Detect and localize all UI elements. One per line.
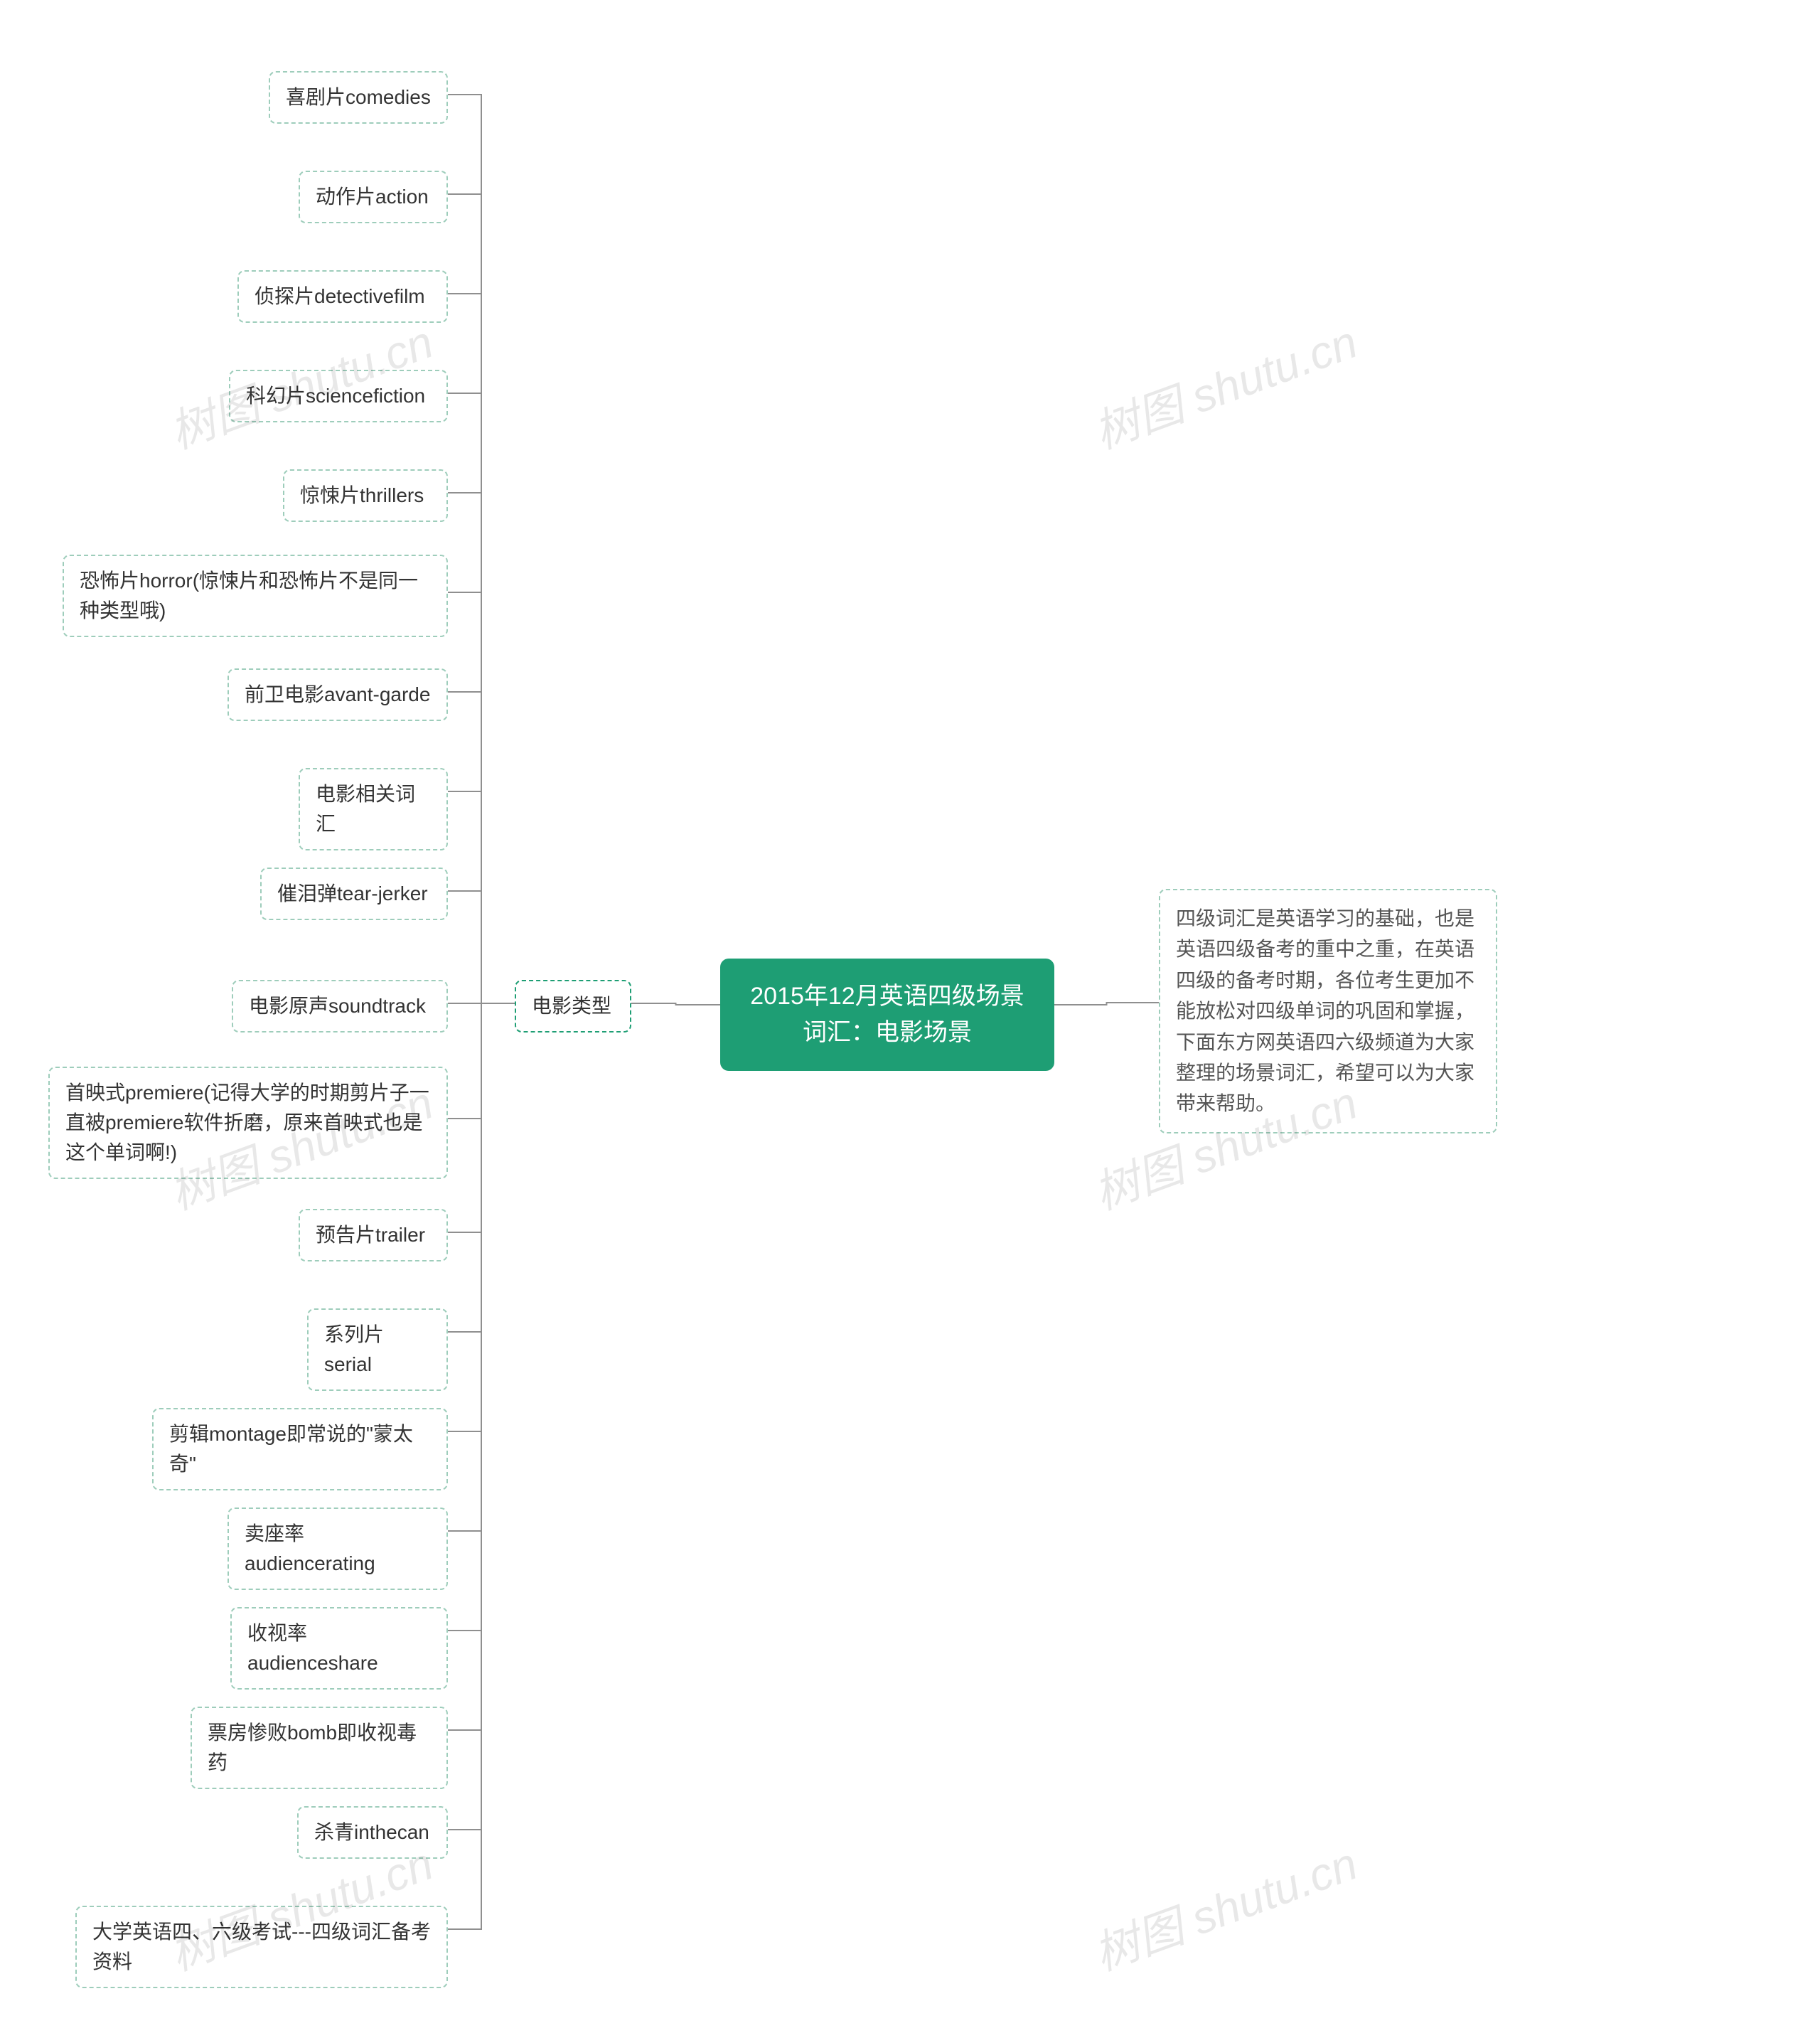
leaf-node: 惊悚片thrillers xyxy=(283,469,448,522)
leaf-label: 电影相关词汇 xyxy=(316,783,415,835)
leaf-label: 侦探片detectivefilm xyxy=(255,285,425,307)
watermark: 树图 shutu.cn xyxy=(1083,306,1365,461)
leaf-label: 预告片trailer xyxy=(316,1224,425,1246)
leaf-node: 动作片action xyxy=(299,171,448,223)
leaf-node: 催泪弹tear-jerker xyxy=(260,868,448,920)
leaf-label: 前卫电影avant-garde xyxy=(245,683,430,705)
leaf-node: 电影原声soundtrack xyxy=(232,980,448,1032)
leaf-label: 卖座率audiencerating xyxy=(245,1522,375,1574)
leaf-label: 恐怖片horror(惊悚片和恐怖片不是同一种类型哦) xyxy=(80,570,418,621)
leaf-node: 科幻片sciencefiction xyxy=(229,370,448,422)
leaf-node: 电影相关词汇 xyxy=(299,768,448,850)
leaf-label: 杀青inthecan xyxy=(314,1821,429,1843)
description-text: 四级词汇是英语学习的基础，也是英语四级备考的重中之重，在英语四级的备考时期，各位… xyxy=(1176,907,1474,1114)
leaf-node: 侦探片detectivefilm xyxy=(237,270,448,323)
leaf-node: 预告片trailer xyxy=(299,1209,448,1261)
branch-label: 电影类型 xyxy=(532,995,611,1017)
leaf-label: 电影原声soundtrack xyxy=(249,995,426,1017)
leaf-label: 大学英语四、六级考试---四级词汇备考资料 xyxy=(92,1921,431,1973)
leaf-node: 票房惨败bomb即收视毒药 xyxy=(191,1707,448,1789)
leaf-node: 首映式premiere(记得大学的时期剪片子一直被premiere软件折磨，原来… xyxy=(48,1067,448,1179)
leaf-label: 科幻片sciencefiction xyxy=(246,385,425,407)
leaf-label: 票房惨败bomb即收视毒药 xyxy=(208,1722,417,1773)
branch-movie-types: 电影类型 xyxy=(515,980,631,1032)
leaf-label: 剪辑montage即常说的"蒙太奇" xyxy=(169,1423,413,1475)
root-line1: 2015年12月英语四级场景 xyxy=(750,983,1024,1010)
leaf-node: 恐怖片horror(惊悚片和恐怖片不是同一种类型哦) xyxy=(63,555,448,637)
leaf-label: 惊悚片thrillers xyxy=(300,484,424,506)
leaf-node: 系列片serial xyxy=(307,1308,448,1391)
leaf-node: 收视率audienceshare xyxy=(230,1607,448,1690)
leaf-node: 杀青inthecan xyxy=(297,1806,448,1859)
leaf-label: 喜剧片comedies xyxy=(286,86,431,108)
mindmap-root: 2015年12月英语四级场景 词汇：电影场景 xyxy=(720,959,1054,1071)
leaf-label: 首映式premiere(记得大学的时期剪片子一直被premiere软件折磨，原来… xyxy=(65,1082,429,1163)
root-line2: 词汇：电影场景 xyxy=(803,1019,972,1046)
description-box: 四级词汇是英语学习的基础，也是英语四级备考的重中之重，在英语四级的备考时期，各位… xyxy=(1159,889,1497,1133)
leaf-label: 催泪弹tear-jerker xyxy=(277,882,428,905)
watermark: 树图 shutu.cn xyxy=(1083,1827,1365,1983)
leaf-node: 大学英语四、六级考试---四级词汇备考资料 xyxy=(75,1906,448,1988)
leaf-node: 喜剧片comedies xyxy=(269,71,448,124)
leaf-node: 卖座率audiencerating xyxy=(228,1508,448,1590)
leaf-node: 剪辑montage即常说的"蒙太奇" xyxy=(152,1408,448,1490)
leaf-node: 前卫电影avant-garde xyxy=(228,668,448,721)
leaf-label: 系列片serial xyxy=(324,1323,384,1375)
leaf-label: 动作片action xyxy=(316,186,429,208)
leaf-label: 收视率audienceshare xyxy=(247,1622,378,1674)
